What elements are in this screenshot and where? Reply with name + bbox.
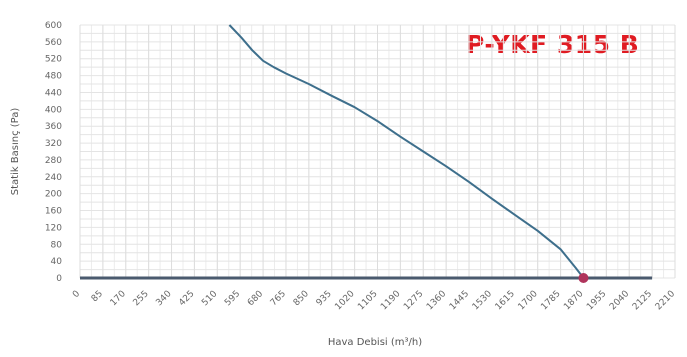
x-tick-label: 1275 (402, 289, 425, 312)
x-tick-label: 1190 (379, 289, 402, 312)
x-tick-label: 425 (177, 289, 196, 308)
y-tick-label: 480 (45, 72, 62, 82)
x-tick-label: 765 (269, 289, 288, 308)
y-tick-label: 360 (45, 122, 62, 132)
x-tick-label: 2210 (654, 289, 677, 312)
y-axis-title: Statik Basınç (Pa) (10, 108, 21, 196)
x-axis-title: Hava Debisi (m³/h) (328, 337, 422, 348)
y-tick-label: 440 (45, 88, 62, 98)
x-tick-label: 510 (200, 289, 219, 308)
x-tick-label: 935 (315, 289, 334, 308)
fan-curve-line (228, 24, 585, 279)
y-tick-label: 600 (45, 21, 62, 31)
x-tick-label: 680 (246, 289, 265, 308)
x-tick-label: 340 (154, 289, 173, 308)
chart-title: P-YKF 315 B (466, 30, 640, 59)
y-tick-label: 40 (51, 257, 63, 267)
x-tick-label: 1615 (494, 289, 517, 312)
y-tick-label: 280 (45, 156, 62, 166)
x-tick-label: 595 (223, 289, 242, 308)
x-tick-label: 2125 (631, 289, 654, 312)
x-tick-label: 0 (71, 289, 82, 300)
y-tick-label: 520 (45, 55, 62, 65)
x-tick-label: 1530 (471, 289, 494, 312)
x-tick-label: 170 (109, 289, 128, 308)
y-tick-label: 240 (45, 173, 62, 183)
y-tick-label: 80 (51, 240, 63, 250)
y-tick-label: 0 (56, 274, 62, 284)
x-tick-label: 2040 (608, 289, 631, 312)
x-tick-label: 1360 (425, 289, 448, 312)
x-tick-label: 1105 (356, 289, 379, 312)
x-tick-label: 1700 (517, 289, 540, 312)
x-tick-label: 85 (90, 289, 105, 304)
y-tick-label: 200 (45, 190, 62, 200)
y-tick-label: 160 (45, 207, 62, 217)
y-tick-label: 120 (45, 223, 62, 233)
x-tick-label: 1445 (448, 289, 471, 312)
x-tick-label: 255 (132, 289, 151, 308)
y-tick-label: 320 (45, 139, 62, 149)
operating-point-marker (578, 273, 589, 283)
y-tick-label: 400 (45, 105, 62, 115)
y-tick-label: 560 (45, 38, 62, 48)
x-tick-label: 1020 (333, 289, 356, 312)
x-tick-label: 850 (292, 289, 311, 308)
x-tick-label: 1955 (585, 289, 608, 312)
x-tick-label: 1870 (562, 289, 585, 312)
x-tick-label: 1785 (539, 289, 562, 312)
